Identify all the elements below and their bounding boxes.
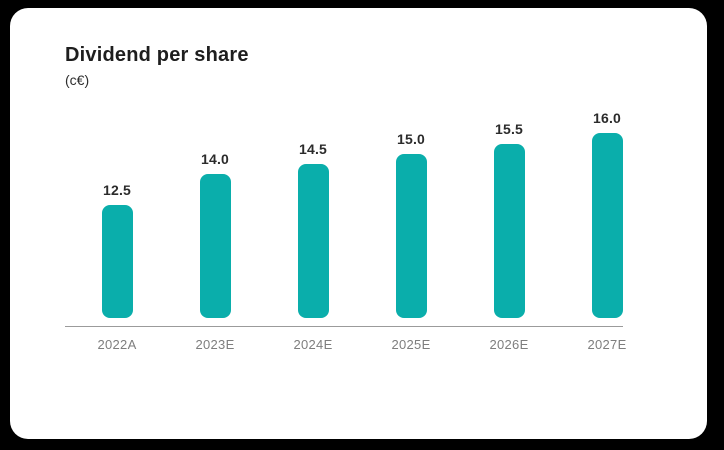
bar-2024E	[297, 164, 329, 318]
bar-column-2027E: 16.0	[558, 111, 656, 318]
bar-chart-plot-area: 12.5 14.0 14.5 15.0 15.5 16.0	[68, 111, 656, 318]
chart-subtitle: (c€)	[65, 72, 90, 88]
bar-value-label-2025E: 15.0	[396, 131, 426, 147]
bar-column-2023E: 14.0	[166, 152, 264, 318]
bar-2023E	[199, 174, 231, 318]
bar-2022A	[101, 205, 133, 318]
x-tick-label-2022A: 2022A	[97, 337, 137, 352]
bar-value-label-2024E: 14.5	[298, 141, 328, 157]
x-tick-label-2026E: 2026E	[489, 337, 529, 352]
bar-value-label-2026E: 15.5	[494, 121, 524, 137]
chart-title: Dividend per share	[65, 44, 249, 66]
x-axis-tick-labels: 2022A 2023E 2024E 2025E 2026E 2027E	[68, 337, 656, 353]
x-tick-label-2027E: 2027E	[587, 337, 627, 352]
bar-2026E	[493, 144, 525, 318]
x-axis-line	[65, 326, 623, 327]
x-tick-label-2024E: 2024E	[293, 337, 333, 352]
x-tick-label-2025E: 2025E	[391, 337, 431, 352]
bar-column-2026E: 15.5	[460, 122, 558, 318]
bar-value-label-2027E: 16.0	[592, 110, 622, 126]
bar-column-2025E: 15.0	[362, 132, 460, 318]
bar-2025E	[395, 154, 427, 318]
bar-column-2024E: 14.5	[264, 142, 362, 318]
chart-card: Dividend per share (c€) 12.5 14.0 14.5 15.0…	[10, 8, 707, 439]
x-tick-label-2023E: 2023E	[195, 337, 235, 352]
bar-2027E	[591, 133, 623, 318]
bar-value-label-2023E: 14.0	[200, 151, 230, 167]
bar-value-label-2022A: 12.5	[102, 182, 132, 198]
bar-column-2022A: 12.5	[68, 183, 166, 318]
